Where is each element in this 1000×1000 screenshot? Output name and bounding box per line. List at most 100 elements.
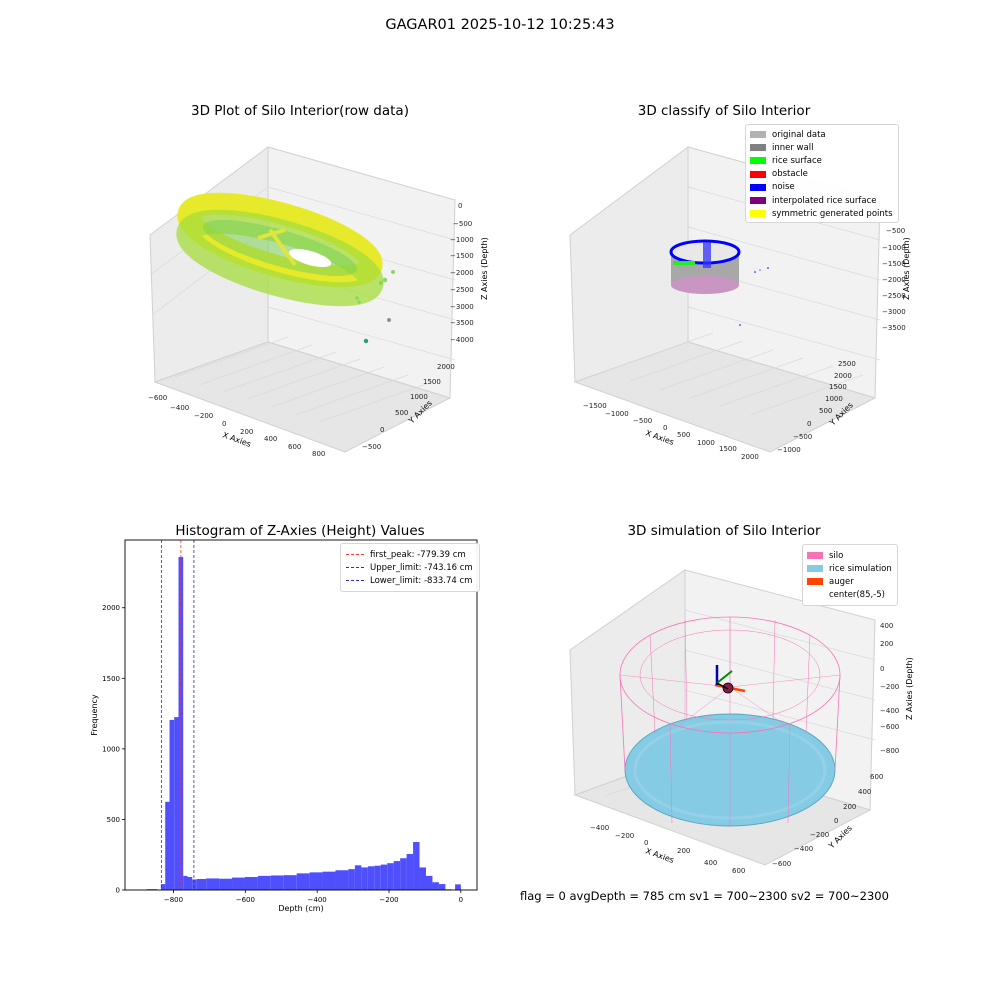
panel-4-ztick: 0 xyxy=(880,665,884,673)
histogram-chart: −800 −600 −400 −200 0 0 500 1000 1500 2000 Depth… xyxy=(90,539,478,913)
histogram-bar xyxy=(283,875,297,890)
legend-item-interpolated-rice-surface: interpolated rice surface xyxy=(750,194,893,207)
histogram-x-tick-label: −800 xyxy=(164,896,183,904)
legend-item-center: center(85,-5) xyxy=(807,589,892,602)
panel-2-ztick: −1500 xyxy=(882,260,906,268)
panel-1-ztick: −1000 xyxy=(450,236,474,244)
histogram-y-tick-label: 2000 xyxy=(102,604,120,612)
histogram-bar xyxy=(361,867,368,890)
panel-1-xtick: 600 xyxy=(288,443,301,451)
panel-2-ytick: 2500 xyxy=(838,360,856,368)
legend-item-rice-surface: rice surface xyxy=(750,154,893,167)
panel-4-ztick: 200 xyxy=(880,640,893,648)
histogram-bar xyxy=(322,871,336,890)
legend-label: noise xyxy=(772,182,795,193)
panel-1-point-cloud xyxy=(176,192,395,344)
histogram-bar xyxy=(244,877,258,890)
histogram-bar xyxy=(335,870,349,890)
panel-4-ztick: −400 xyxy=(880,707,899,715)
histogram-x-tick-label: −400 xyxy=(308,896,327,904)
legend-label: auger xyxy=(829,576,854,587)
panel-4-zlabel: Z Axies (Depth) xyxy=(905,657,914,720)
panel-4-3d-axes: −400 −200 0 200 400 600 −600 −400 −200 0… xyxy=(569,569,914,875)
panel-2-ticks: −1500 −1000 −500 0 500 1000 1500 2000 −1… xyxy=(583,210,906,461)
legend-item-original-data: original data xyxy=(750,128,893,141)
histogram-bars xyxy=(146,556,461,890)
histogram-x-tick-label: 0 xyxy=(459,896,463,904)
panel-1-ticks: −600 −400 −200 0 200 400 600 800 −500 0 … xyxy=(148,202,474,458)
histogram-y-tick-label: 1000 xyxy=(102,745,120,753)
panel-1-ztick: −500 xyxy=(453,220,472,228)
histogram-x-tick-label: −600 xyxy=(236,896,255,904)
figure-title: GAGAR01 2025-10-12 10:25:43 xyxy=(385,17,615,33)
panel-2-ytick: −1000 xyxy=(777,446,801,454)
legend-label: rice surface xyxy=(772,155,822,166)
panel-2-point-cloud xyxy=(669,239,769,326)
panel-4-xtick: 600 xyxy=(732,867,745,875)
histogram-bar xyxy=(413,842,420,890)
panel-4-ytick: −400 xyxy=(794,845,813,853)
panel-4-ytick: 600 xyxy=(870,773,883,781)
legend-swatch xyxy=(807,552,823,560)
legend-swatch xyxy=(807,565,823,573)
panel-2-ztick: −1000 xyxy=(882,244,906,252)
panel-4-xtick: 200 xyxy=(677,847,690,855)
panel-2-xtick: −1000 xyxy=(605,410,629,418)
panel-1-title: 3D Plot of Silo Interior(row data) xyxy=(191,103,409,119)
histogram-bar xyxy=(178,556,184,890)
panel-4-ztick: −800 xyxy=(880,747,899,755)
panel-1-ytick: 1000 xyxy=(410,393,428,401)
panel-1-xtick: −400 xyxy=(170,404,189,412)
histogram-bar xyxy=(348,869,355,890)
histogram-bar xyxy=(438,884,446,890)
histogram-legend: first_peak: -779.39 cm Upper_limit: -743… xyxy=(340,543,480,592)
histogram-xlabel: Depth (cm) xyxy=(278,904,323,913)
histogram-bar xyxy=(196,878,207,890)
histogram-y-ticks: 0 500 1000 1500 2000 xyxy=(102,604,125,895)
histogram-bar xyxy=(425,875,433,890)
legend-swatch xyxy=(750,210,766,218)
histogram-bar xyxy=(206,878,220,890)
histogram-bar xyxy=(387,863,394,890)
histogram-y-tick-label: 500 xyxy=(107,816,120,824)
panel-4-ytick: −200 xyxy=(810,831,829,839)
panel-4-xtick: 400 xyxy=(704,859,717,867)
panel-2-xtick: 500 xyxy=(677,431,690,439)
panel-2-ztick: −2000 xyxy=(882,276,906,284)
legend-label: original data xyxy=(772,129,826,140)
legend-item-first-peak: first_peak: -779.39 cm xyxy=(346,548,473,561)
panel-2-xtick: 0 xyxy=(663,424,667,432)
panel-3-title: Histogram of Z-Axies (Height) Values xyxy=(175,523,425,539)
panel-2-title: 3D classify of Silo Interior xyxy=(637,103,811,119)
histogram-bar xyxy=(432,882,439,890)
panel-1-xtick: 400 xyxy=(264,435,277,443)
legend-label: Upper_limit: -743.16 cm xyxy=(370,562,473,573)
legend-item-inner-wall: inner wall xyxy=(750,141,893,154)
panel-1-ytick: 1500 xyxy=(423,378,441,386)
panel-1-ztick: −1500 xyxy=(450,252,474,260)
panel-2-xtick: −500 xyxy=(633,417,652,425)
histogram-bar xyxy=(455,884,461,890)
histogram-bar xyxy=(309,872,323,890)
histogram-bar xyxy=(270,875,284,890)
panel-2-xlabel: X Axies xyxy=(644,428,675,447)
panel-1-ztick: −3500 xyxy=(450,319,474,327)
panel-2-legend: original data inner wall rice surface ob… xyxy=(745,124,899,224)
panel-1-ztick: −3000 xyxy=(450,303,474,311)
panel-1-xtick: −600 xyxy=(148,394,167,402)
panel-1-ztick: −2500 xyxy=(450,286,474,294)
legend-swatch xyxy=(807,592,823,599)
panel-2-ztick: −3500 xyxy=(882,324,906,332)
panel-1-ztick: 0 xyxy=(458,202,462,210)
panel-4-xtick: −400 xyxy=(590,824,609,832)
legend-label: inner wall xyxy=(772,142,814,153)
histogram-y-tick-label: 1500 xyxy=(102,675,120,683)
legend-item-silo: silo xyxy=(807,549,892,562)
legend-label: silo xyxy=(829,550,844,561)
panel-1-xtick: 0 xyxy=(222,420,226,428)
legend-item-lower-limit: Lower_limit: -833.74 cm xyxy=(346,574,473,587)
panel-4-xtick: −200 xyxy=(615,832,634,840)
panel-2-xtick: −1500 xyxy=(583,402,607,410)
panel-1-xtick: 200 xyxy=(240,428,253,436)
histogram-x-ticks: −800 −600 −400 −200 0 xyxy=(164,890,463,904)
